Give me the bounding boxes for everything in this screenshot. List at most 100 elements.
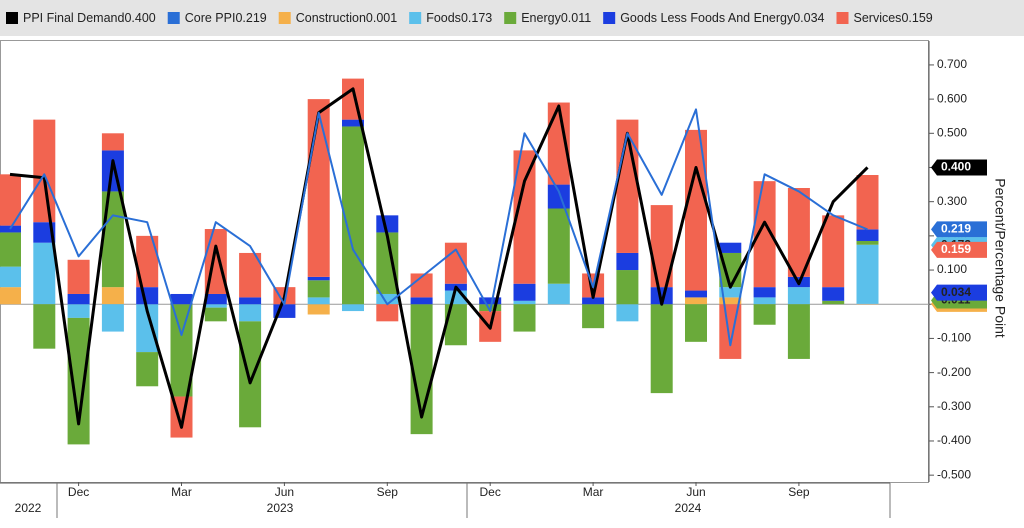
bar-segment — [410, 273, 433, 298]
legend-name: Construction — [296, 11, 366, 25]
flag-shape — [931, 221, 987, 238]
legend-swatch — [603, 12, 616, 24]
year-label: 2023 — [267, 501, 294, 515]
value-flag: 0.219 — [931, 221, 987, 238]
bar-segment — [33, 119, 56, 223]
bar-segment — [307, 276, 330, 281]
flag-label: 0.400 — [941, 160, 971, 174]
bar-segment — [136, 287, 159, 305]
bar-segment — [856, 229, 879, 241]
bar-segment — [444, 304, 467, 346]
bar-segment — [204, 293, 227, 305]
bar-segment — [616, 304, 639, 322]
line-series — [9, 87, 869, 429]
bar-segment — [307, 297, 330, 305]
bar-segment — [787, 188, 810, 277]
bar-segment — [101, 191, 124, 288]
legend-value: 0.011 — [561, 11, 591, 25]
value-flag: 0.400 — [931, 159, 987, 176]
flag-label: 0.159 — [941, 242, 971, 256]
bar-segment — [239, 304, 262, 322]
legend-value: 0.219 — [235, 11, 266, 25]
bar-segment — [67, 304, 90, 318]
bar-segment — [719, 304, 742, 359]
bar-segment — [376, 232, 399, 294]
bar-segment — [479, 297, 502, 305]
legend-swatch — [167, 12, 180, 24]
bar-segment — [170, 293, 193, 305]
value-flag: 0.159 — [931, 241, 987, 258]
y-tick-label: -0.100 — [937, 331, 971, 345]
bar-segment — [342, 78, 364, 120]
legend-label: PPI Final Demand0.400 — [23, 11, 156, 25]
bar-segment — [101, 304, 124, 332]
bar-segment — [0, 287, 21, 305]
bar-segment — [67, 317, 90, 445]
bar-segment — [650, 304, 673, 394]
bar-segment — [616, 270, 639, 305]
legend-swatch — [278, 12, 291, 24]
legend-value: 0.400 — [124, 11, 155, 25]
legend-swatch — [504, 12, 517, 24]
x-tick-label: Jun — [275, 485, 294, 499]
bar-segment — [0, 266, 21, 288]
bar-segment — [342, 119, 364, 127]
legend-name: Services — [854, 11, 902, 25]
value-flag: 0.034 — [931, 284, 987, 301]
x-tick-label: Dec — [480, 485, 501, 499]
bar-segment — [239, 252, 262, 298]
legend-label: Foods0.173 — [426, 11, 492, 25]
x-tick-label: Sep — [788, 485, 810, 499]
legend: PPI Final Demand0.400 Core PPI0.219 Constr… — [6, 11, 933, 25]
bar-segment — [650, 287, 673, 305]
bar-segment — [685, 129, 707, 291]
bar-segment — [342, 304, 364, 312]
bar-segment — [856, 244, 879, 304]
legend-value: 0.001 — [366, 11, 397, 25]
x-tick-label: Mar — [171, 485, 192, 499]
bar-segment — [136, 352, 159, 387]
bar-segment — [376, 293, 399, 305]
legend-swatch — [409, 12, 422, 24]
bar-segment — [753, 297, 776, 305]
bar-segment — [33, 304, 56, 349]
flag-label: 0.034 — [941, 285, 971, 299]
bar-segment — [136, 235, 159, 288]
flag-label: 0.219 — [941, 222, 971, 236]
x-tick-label: Mar — [583, 485, 604, 499]
bar-segment — [67, 259, 90, 294]
bar-segment — [822, 287, 845, 301]
bar-segment — [307, 304, 330, 315]
y-tick-label: -0.500 — [937, 467, 971, 481]
flag-shape — [931, 284, 987, 301]
bar-segment — [239, 321, 262, 428]
y-tick-label: 0.300 — [937, 194, 967, 208]
bar-segment — [856, 175, 879, 230]
legend-value: 0.173 — [461, 11, 492, 25]
bar-segment — [33, 242, 56, 305]
bar-segment — [410, 297, 433, 305]
bar-segment — [101, 133, 124, 151]
y-tick-label: -0.200 — [937, 365, 971, 379]
bar-segment — [307, 99, 330, 277]
y-tick-label: 0.500 — [937, 125, 967, 139]
bar-segment — [822, 300, 845, 305]
bar-segment — [822, 215, 845, 288]
year-label: 2022 — [15, 501, 42, 515]
bar-segment — [204, 304, 227, 308]
legend-label: Construction0.001 — [296, 11, 398, 25]
bar-segment — [650, 205, 673, 288]
legend-swatch — [6, 12, 18, 24]
bar-segment — [204, 307, 227, 322]
bar-segment — [753, 287, 776, 298]
legend-name: PPI Final Demand — [23, 11, 124, 25]
bar-segment — [513, 150, 536, 284]
y-tick-label: -0.400 — [937, 433, 971, 447]
legend-label: Goods Less Foods And Energy0.034 — [620, 11, 824, 25]
bar-segment — [787, 304, 810, 359]
legend-name: Core PPI — [185, 11, 236, 25]
bar-segment — [719, 297, 742, 305]
bar-segment — [719, 287, 742, 298]
bar-segment — [67, 293, 90, 305]
